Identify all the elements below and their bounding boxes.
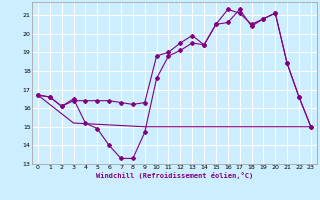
X-axis label: Windchill (Refroidissement éolien,°C): Windchill (Refroidissement éolien,°C): [96, 172, 253, 179]
